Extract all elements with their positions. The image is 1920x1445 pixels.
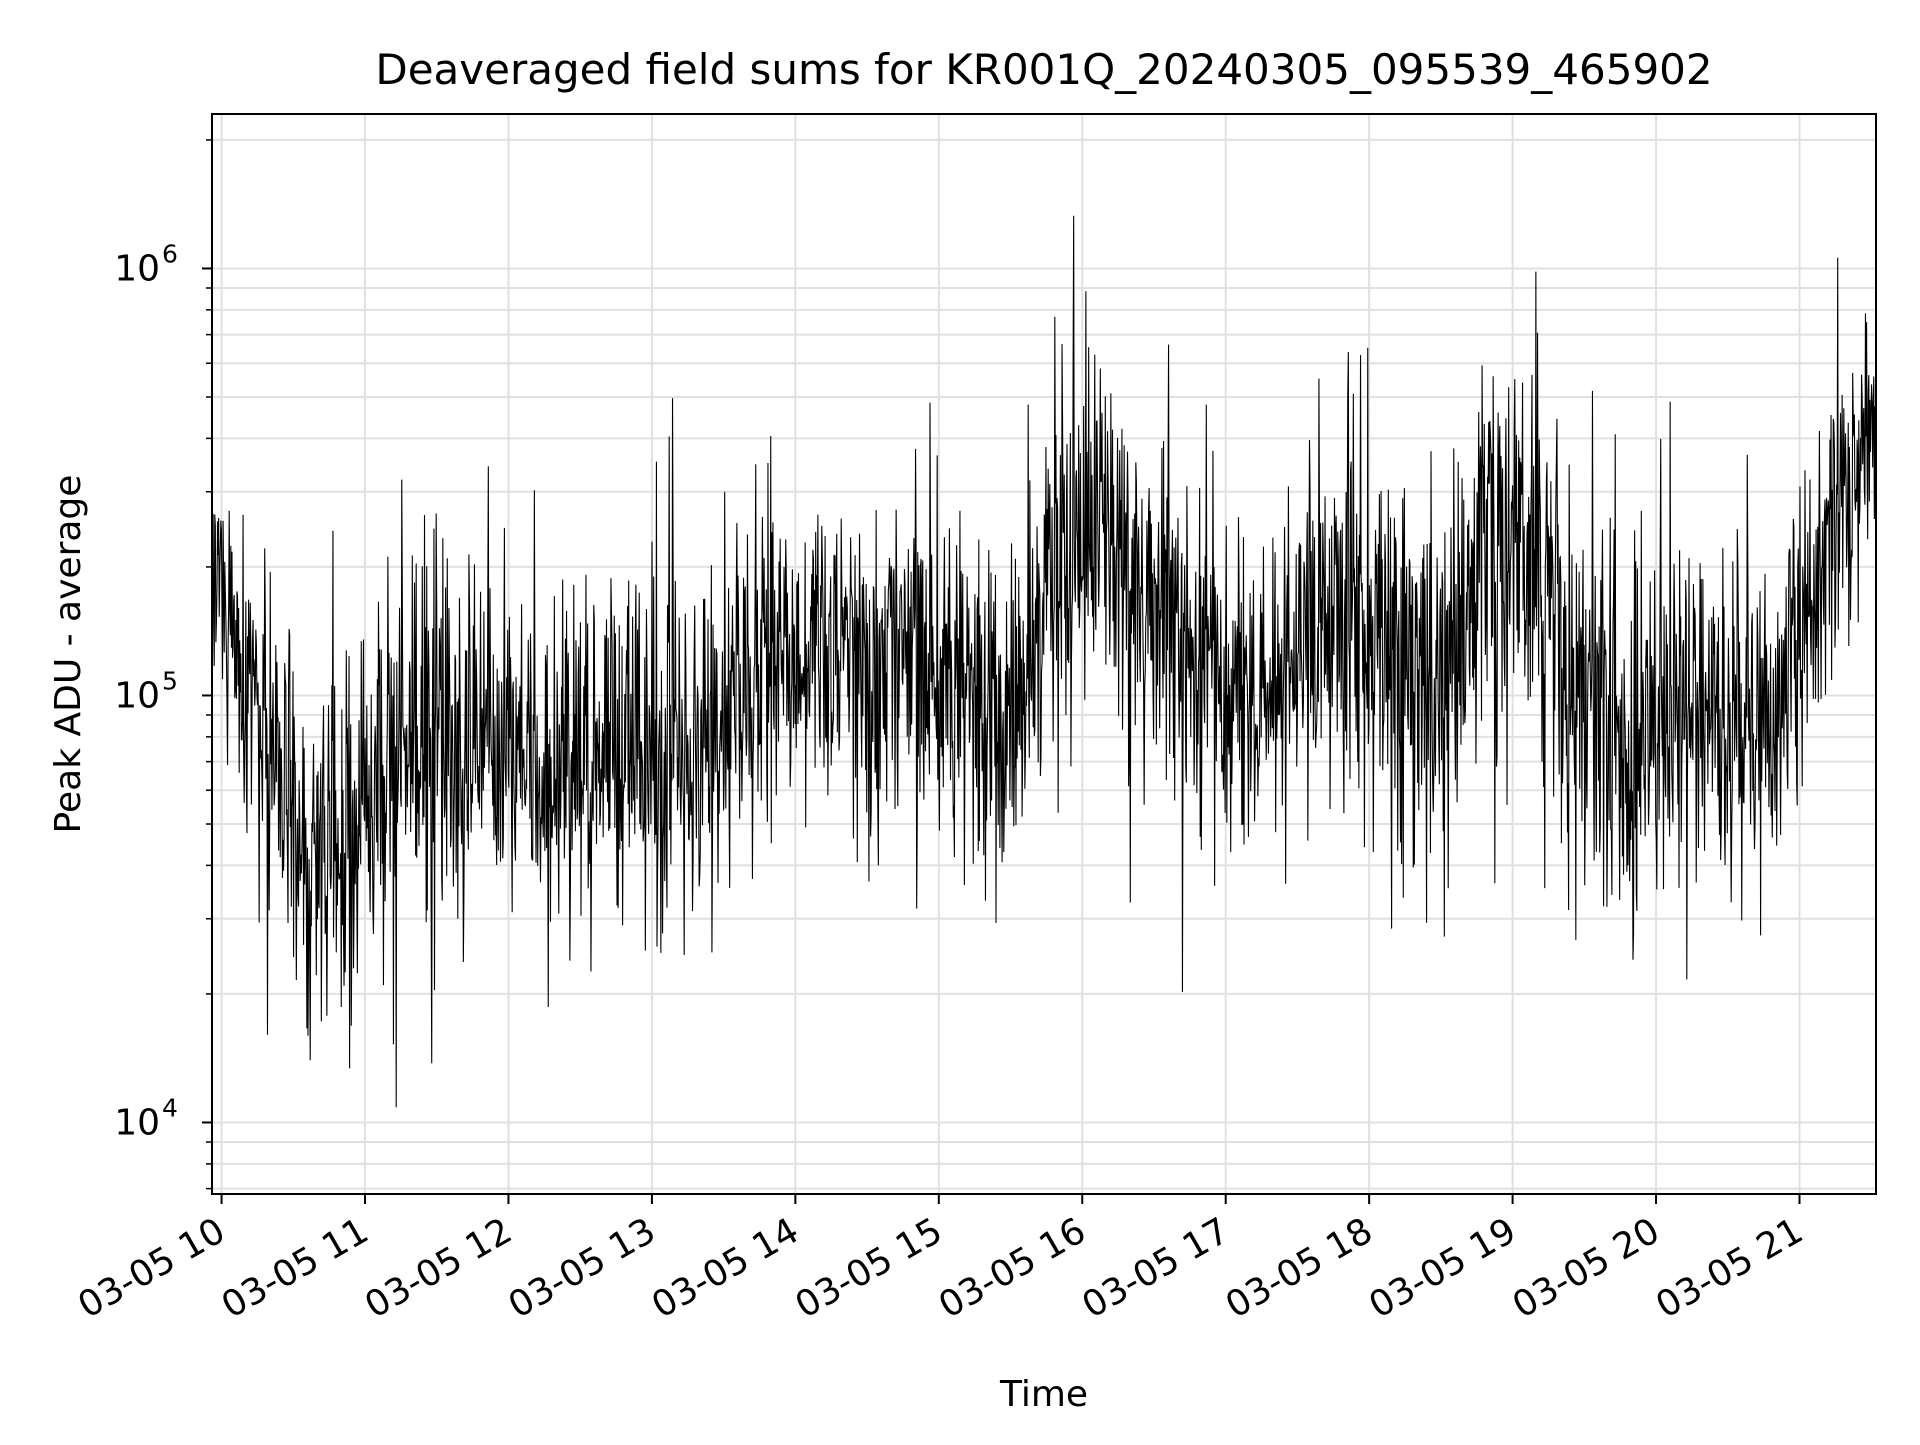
y-tick-exponent: 5 — [162, 666, 178, 695]
y-tick-label: 10 — [114, 248, 160, 289]
y-tick-exponent: 6 — [162, 239, 178, 268]
plot-area-frame — [211, 113, 1877, 1195]
x-axis-label: Time — [999, 1374, 1088, 1415]
y-tick-label: 10 — [114, 1102, 160, 1143]
series-layer — [211, 215, 1877, 1108]
series-line — [211, 215, 1877, 1108]
y-axis-label: Peak ADU - average — [48, 475, 89, 834]
chart-title: Deaveraged field sums for KR001Q_2024030… — [375, 45, 1712, 94]
y-tick-exponent: 4 — [162, 1093, 178, 1122]
y-tick-label: 10 — [114, 675, 160, 716]
